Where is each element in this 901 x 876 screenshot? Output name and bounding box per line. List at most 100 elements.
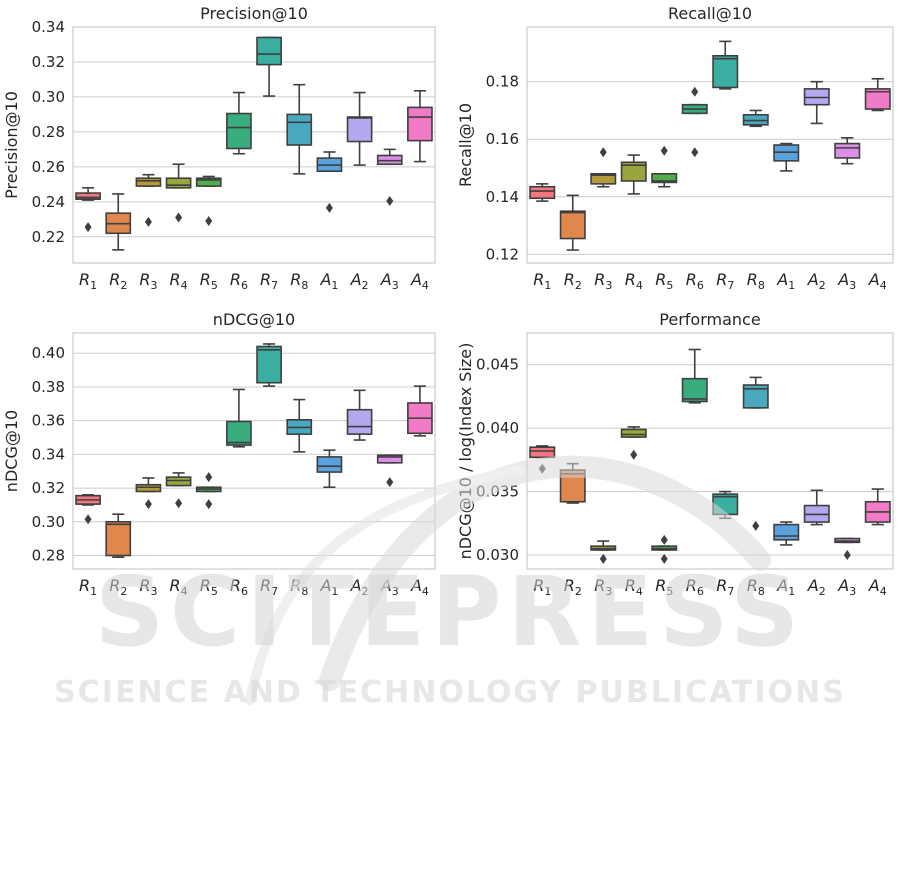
y-tick-label: 0.18 <box>486 73 519 91</box>
box-body <box>226 420 252 446</box>
x-tick-label: A3 <box>380 576 399 598</box>
y-tick-label: 0.040 <box>476 419 519 437</box>
box-R5 <box>195 472 222 510</box>
x-tick-label: R6 <box>230 576 248 598</box>
x-tick-label: A4 <box>410 270 429 292</box>
box-body <box>834 142 861 159</box>
box-R3 <box>135 173 162 227</box>
box-R1 <box>75 187 101 233</box>
y-tick-label: 0.32 <box>32 53 65 71</box>
box-R1 <box>75 494 101 525</box>
box-body <box>346 116 373 143</box>
x-tick-label: R8 <box>747 576 765 598</box>
outlier-point <box>386 195 394 206</box>
x-tick-label: R5 <box>200 270 218 292</box>
y-tick-label: 0.36 <box>32 412 65 430</box>
box-R8 <box>286 83 313 175</box>
x-tick-label: A4 <box>868 270 887 292</box>
y-tick-label: 0.16 <box>486 130 519 148</box>
box-A2 <box>803 489 830 526</box>
x-tick-label: A2 <box>807 270 826 292</box>
y-tick-label: 0.40 <box>32 344 65 362</box>
y-tick-label: 0.34 <box>32 445 65 463</box>
box-A1 <box>773 142 800 172</box>
box-body <box>529 446 556 459</box>
y-tick-label: 0.34 <box>32 18 65 36</box>
box-R8 <box>286 398 313 453</box>
box-A4 <box>864 78 891 112</box>
y-tick-label: 0.38 <box>32 378 65 396</box>
box-A4 <box>407 385 433 437</box>
box-R7 <box>256 343 282 387</box>
x-tick-label: R4 <box>170 576 188 598</box>
x-tick-label: R6 <box>686 270 704 292</box>
box-R3 <box>590 147 617 188</box>
x-tick-label: A1 <box>319 576 338 598</box>
x-tick-label: R3 <box>594 270 612 292</box>
box-body <box>135 483 162 493</box>
box-R7 <box>712 40 739 90</box>
box-body <box>620 161 647 182</box>
y-tick-label: 0.26 <box>32 158 65 176</box>
x-tick-label: R3 <box>594 576 612 598</box>
plot-area <box>527 27 893 263</box>
box-R4 <box>165 163 192 223</box>
box-body <box>256 345 282 384</box>
box-R2 <box>559 462 586 504</box>
x-tick-label: R8 <box>747 270 765 292</box>
chart-panel-3: 0.28 0.30 0.32 0.34 0.36 0.38 0.40 R1 R2 R3 R4 R5 R6… <box>2 310 436 598</box>
outlier-point <box>599 147 607 158</box>
box-body <box>864 88 891 110</box>
y-tick-label: 0.32 <box>32 479 65 497</box>
chart-panel-1: 0.22 0.24 0.26 0.28 0.30 0.32 0.34 R1 R2 R3 R4 R5 R6… <box>2 4 436 292</box>
box-body <box>195 177 222 187</box>
box-R6 <box>226 388 252 448</box>
box-body <box>75 192 101 200</box>
x-tick-label: R7 <box>716 270 734 292</box>
x-tick-label: A2 <box>350 270 369 292</box>
y-tick-label: 0.045 <box>476 356 519 374</box>
x-tick-label: R7 <box>260 576 278 598</box>
x-tick-label: R3 <box>139 576 157 598</box>
box-R8 <box>742 109 769 128</box>
y-axis-label: nDCG@10 <box>2 410 21 492</box>
y-tick-label: 0.28 <box>32 123 65 141</box>
y-tick-label: 0.28 <box>32 547 65 565</box>
x-tick-label: R1 <box>533 576 551 598</box>
outlier-point <box>691 86 699 97</box>
box-body <box>742 384 769 409</box>
x-tick-label: A2 <box>807 576 826 598</box>
x-tick-label: R8 <box>290 270 308 292</box>
box-R5 <box>651 145 678 188</box>
x-tick-label: R4 <box>170 270 188 292</box>
axes-frame <box>72 26 436 264</box>
outlier-point <box>84 514 92 525</box>
chart-title: Recall@10 <box>668 4 752 23</box>
box-R4 <box>165 472 192 509</box>
box-body <box>651 172 678 184</box>
x-tick-label: R2 <box>109 576 127 598</box>
x-tick-label: R4 <box>625 576 643 598</box>
outlier-point <box>144 499 152 510</box>
box-R5 <box>195 175 222 227</box>
box-R7 <box>256 36 282 97</box>
box-A1 <box>773 521 800 546</box>
x-tick-label: R1 <box>533 270 551 292</box>
box-body <box>165 177 192 189</box>
y-tick-label: 0.30 <box>32 513 65 531</box>
x-tick-label: A1 <box>776 576 795 598</box>
box-body <box>316 456 343 473</box>
y-tick-label: 0.035 <box>476 483 519 501</box>
x-tick-label: R7 <box>260 270 278 292</box>
box-R2 <box>105 193 132 251</box>
x-tick-label: A1 <box>776 270 795 292</box>
outlier-point <box>205 499 213 510</box>
x-tick-label: R5 <box>655 576 673 598</box>
box-R6 <box>226 91 252 155</box>
chart-title: nDCG@10 <box>213 310 295 329</box>
outlier-point <box>144 216 152 227</box>
chart-panel-2: 0.12 0.14 0.16 0.18 R1 R2 R3 R4 R5 R6 R7 R8 A1 A2 A3 A4… <box>456 4 894 292</box>
outlier-point <box>205 472 213 483</box>
box-body <box>681 377 708 403</box>
